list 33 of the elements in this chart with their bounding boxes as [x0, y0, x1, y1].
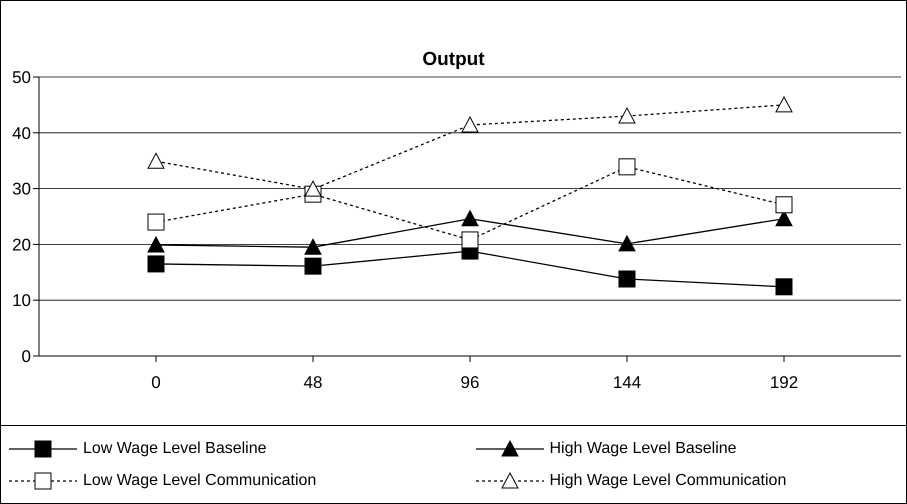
legend-label: High Wage Level Communication: [550, 472, 786, 490]
point: [618, 235, 636, 252]
x-tick-label: 96: [460, 373, 480, 392]
point: [462, 231, 478, 248]
point: [148, 255, 164, 272]
point: [304, 258, 322, 275]
legend-label: Low Wage Level Communication: [83, 472, 316, 490]
x-tick-label: 0: [151, 373, 161, 392]
point: [776, 96, 792, 112]
x-tick-label: 144: [612, 373, 642, 392]
point: [618, 158, 636, 176]
x-tick-label: 192: [770, 373, 798, 392]
point: [776, 196, 792, 214]
y-tick-label: 0: [22, 347, 31, 366]
legend-label: High Wage Level Baseline: [550, 440, 737, 458]
chart-title: Output: [422, 49, 485, 70]
point: [462, 116, 478, 132]
point: [462, 210, 478, 226]
y-tick-label: 50: [12, 68, 31, 88]
point: [148, 236, 164, 252]
y-tick-label: 40: [12, 124, 31, 143]
point: [148, 214, 164, 231]
point: [776, 278, 792, 296]
point: [618, 270, 636, 288]
y-tick-label: 10: [12, 291, 31, 310]
y-tick-label: 20: [12, 235, 31, 254]
y-tick-label: 30: [12, 180, 31, 199]
point: [304, 238, 322, 255]
x-tick-label: 48: [304, 373, 322, 392]
legend-label: Low Wage Level Baseline: [83, 440, 267, 458]
point: [304, 180, 322, 197]
point: [618, 108, 636, 124]
point: [148, 152, 164, 169]
